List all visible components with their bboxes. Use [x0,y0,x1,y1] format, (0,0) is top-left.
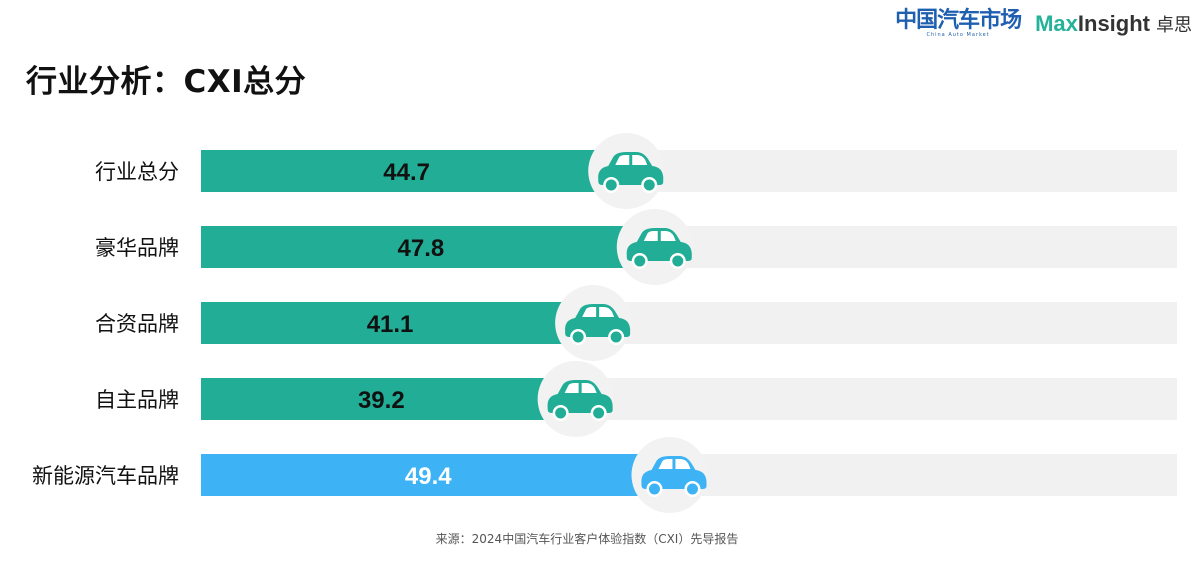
car-window [643,231,658,241]
source-note: 来源：2024中国汽车行业客户体验指数（CXI）先导报告 [435,532,739,546]
maxinsight-logo-insight: Insight [1077,11,1150,36]
car-wheel-hub [555,407,567,419]
bar [201,226,641,268]
category-label: 合资品牌 [95,312,179,336]
maxinsight-logo: Max Insight 卓思 [1035,11,1192,37]
bar [201,454,656,496]
bar [201,302,580,344]
category-label: 自主品牌 [95,388,179,412]
value-label: 44.7 [383,159,430,186]
car-icon [631,437,708,513]
maxinsight-logo-max: Max [1035,11,1078,36]
category-label: 豪华品牌 [95,236,179,260]
car-wheel-hub [672,255,684,267]
value-label: 47.8 [398,235,445,262]
cam-logo-text: 中国汽车市场 [895,8,1022,33]
car-wheel-hub [643,179,655,191]
car-window [658,459,673,469]
car-wheel-hub [648,483,660,495]
maxinsight-logo-cn: 卓思 [1156,15,1192,36]
car-window [660,231,676,241]
car-wheel-hub [593,407,605,419]
bar [201,150,613,192]
logo-group: 中国汽车市场 China Auto Market Max Insight 卓思 [895,10,1192,38]
page-title: 行业分析：CXI总分 [26,64,307,100]
car-body [547,380,613,413]
car-icon [588,133,665,209]
value-label: 49.4 [405,463,452,490]
car-wheel-hub [686,483,698,495]
car-wheel-hub [634,255,646,267]
car-window [581,383,597,393]
car-wheel-hub [572,331,584,343]
car-icon [555,285,632,361]
car-body [641,456,707,489]
car-body [565,304,631,337]
car-wheel-hub [605,179,617,191]
category-label: 新能源汽车品牌 [32,464,179,488]
car-window [599,307,615,317]
bar [201,378,562,420]
car-window [582,307,597,317]
cxi-bar-chart: 行业总分 44.7 豪华品牌 47.8 合资品牌 41.1 自主品牌 39.2 新能源汽车品牌 4… [32,133,1177,513]
cam-logo-subtext: China Auto Market [926,32,990,38]
car-icon [537,361,614,437]
category-label: 行业总分 [95,160,179,184]
car-wheel-hub [610,331,622,343]
value-label: 41.1 [367,311,414,338]
car-window [675,459,691,469]
car-window [632,155,648,165]
china-auto-market-logo: 中国汽车市场 China Auto Market [895,8,1022,38]
value-label: 39.2 [358,387,405,414]
car-window [564,383,579,393]
car-icon [616,209,693,285]
car-body [598,152,664,185]
car-body [626,228,692,261]
car-window [615,155,630,165]
